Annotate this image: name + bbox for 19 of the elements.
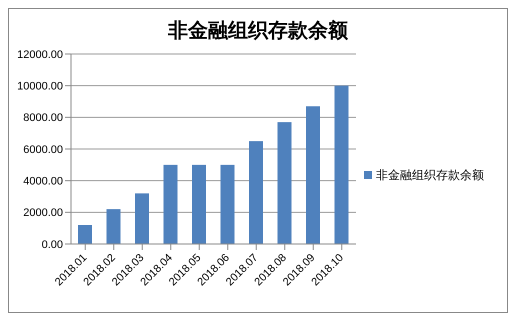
y-tick-label: 10000.00 [17,80,63,93]
bar [306,106,320,244]
bar [249,141,263,244]
y-tick-label: 12000.00 [17,48,63,61]
y-tick-label: 4000.00 [23,176,63,188]
y-tick-label: 8000.00 [23,112,63,124]
bar [278,122,292,244]
bar [106,209,120,244]
bar [192,164,206,244]
bar [220,164,234,244]
bar [135,193,149,244]
chart-title: 非金融组织存款余额 [167,18,349,44]
legend-label: 非金融组织存款余额 [376,168,484,182]
y-tick-label: 6000.00 [23,144,63,156]
y-tick-label: 2000.00 [23,207,63,220]
y-tick-label: 0.00 [42,238,63,251]
bar [334,86,348,244]
bar [78,225,92,244]
bar [164,164,178,244]
